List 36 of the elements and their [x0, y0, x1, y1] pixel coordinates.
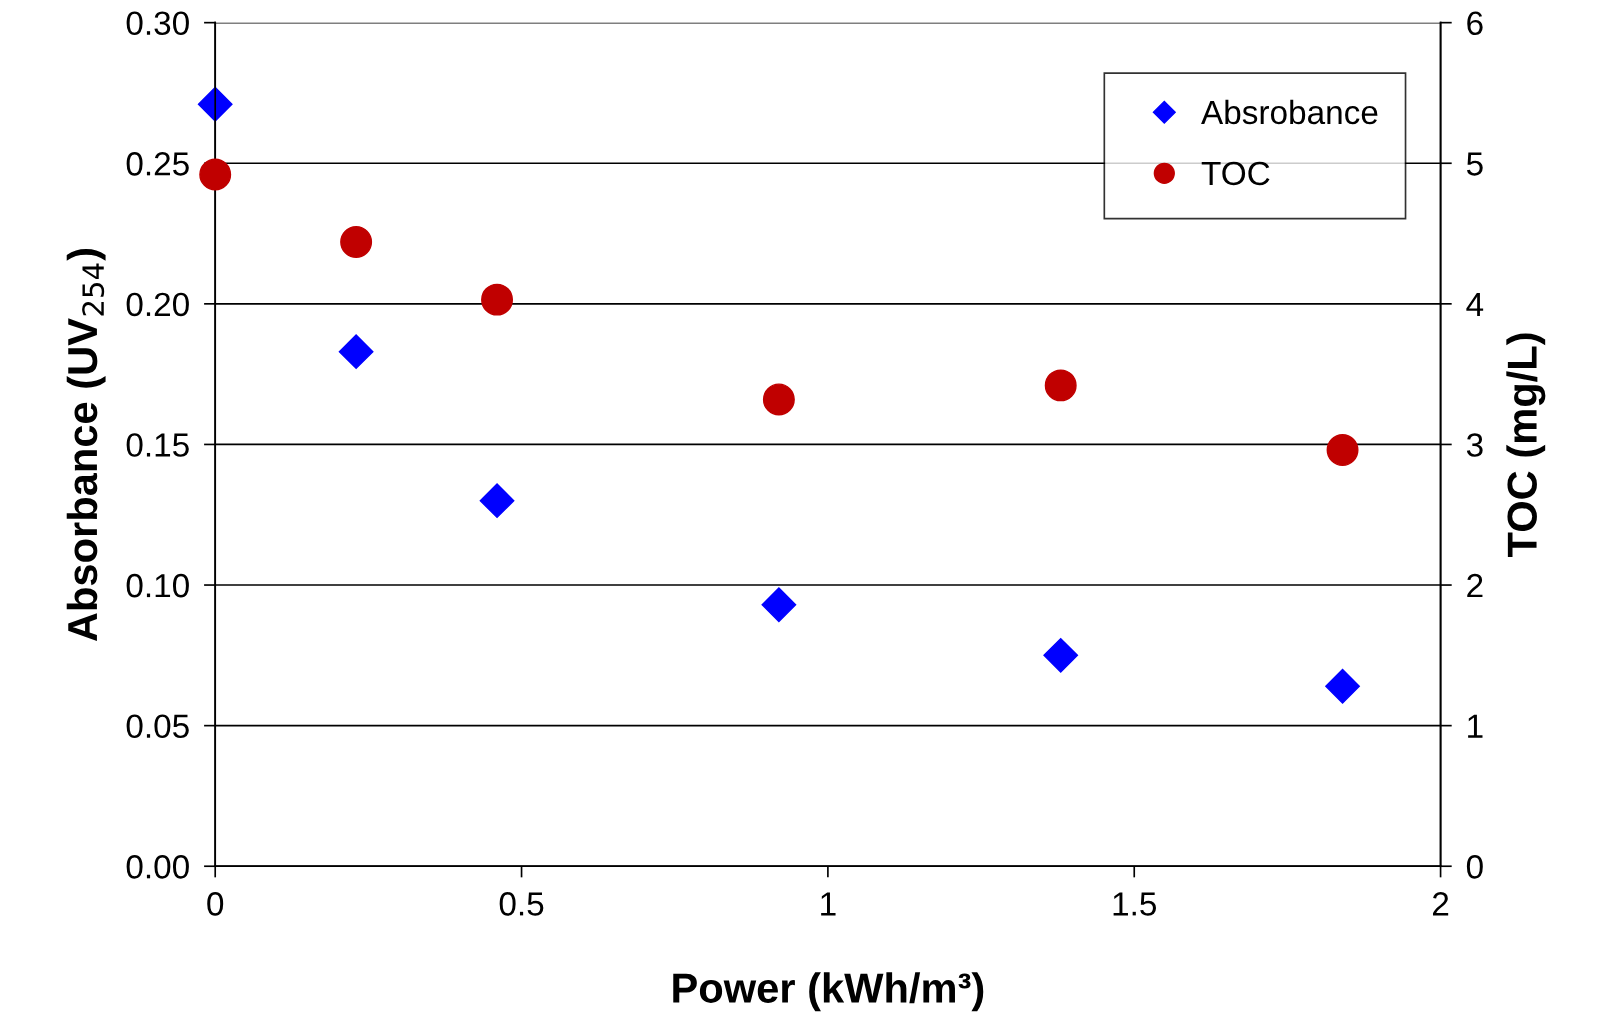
y-tick-label: 0.05	[126, 714, 189, 739]
y2-tick-label: 6	[1467, 11, 1483, 36]
point	[340, 226, 373, 258]
point	[1044, 369, 1077, 402]
y-tick-label: 0.30	[126, 11, 189, 36]
y2-tick-label: 5	[1466, 152, 1483, 176]
point	[1325, 668, 1360, 704]
y2-axis-title: TOC (mg/L)	[1506, 333, 1546, 558]
point	[479, 483, 515, 519]
y-axis-title: Absorbance (UV$_{254}$)	[66, 249, 106, 642]
point	[197, 86, 233, 122]
legend-label: Absrobance	[1201, 99, 1378, 125]
y-tick-label: 0.15	[126, 433, 189, 457]
point	[761, 587, 797, 623]
x-tick-label: 1	[821, 892, 836, 916]
point	[199, 158, 232, 191]
y-tick-label: 0.00	[126, 855, 189, 879]
x-tick-label: 2	[1432, 892, 1449, 916]
x-tick-label: 0	[207, 892, 224, 916]
y2-tick-label: 1	[1468, 714, 1483, 738]
y2-tick-label: 3	[1466, 433, 1483, 457]
point	[1326, 434, 1359, 467]
x-tick-label: 1.5	[1113, 892, 1157, 916]
y2-tick-label: 0	[1466, 855, 1483, 879]
y2-tick-label: 2	[1467, 573, 1483, 598]
point	[1043, 637, 1079, 673]
y-tick-label: 0.10	[126, 573, 189, 598]
y2-tick-label: 4	[1466, 293, 1484, 316]
point	[481, 283, 514, 316]
x-axis-title: Power (kWh/m³)	[673, 972, 984, 1012]
y-tick-label: 0.20	[126, 292, 189, 317]
point	[338, 334, 374, 370]
legend-label: TOC	[1201, 161, 1270, 186]
y-tick-label: 0.25	[126, 152, 189, 176]
point	[762, 383, 795, 416]
x-tick-label: 0.5	[499, 892, 544, 916]
